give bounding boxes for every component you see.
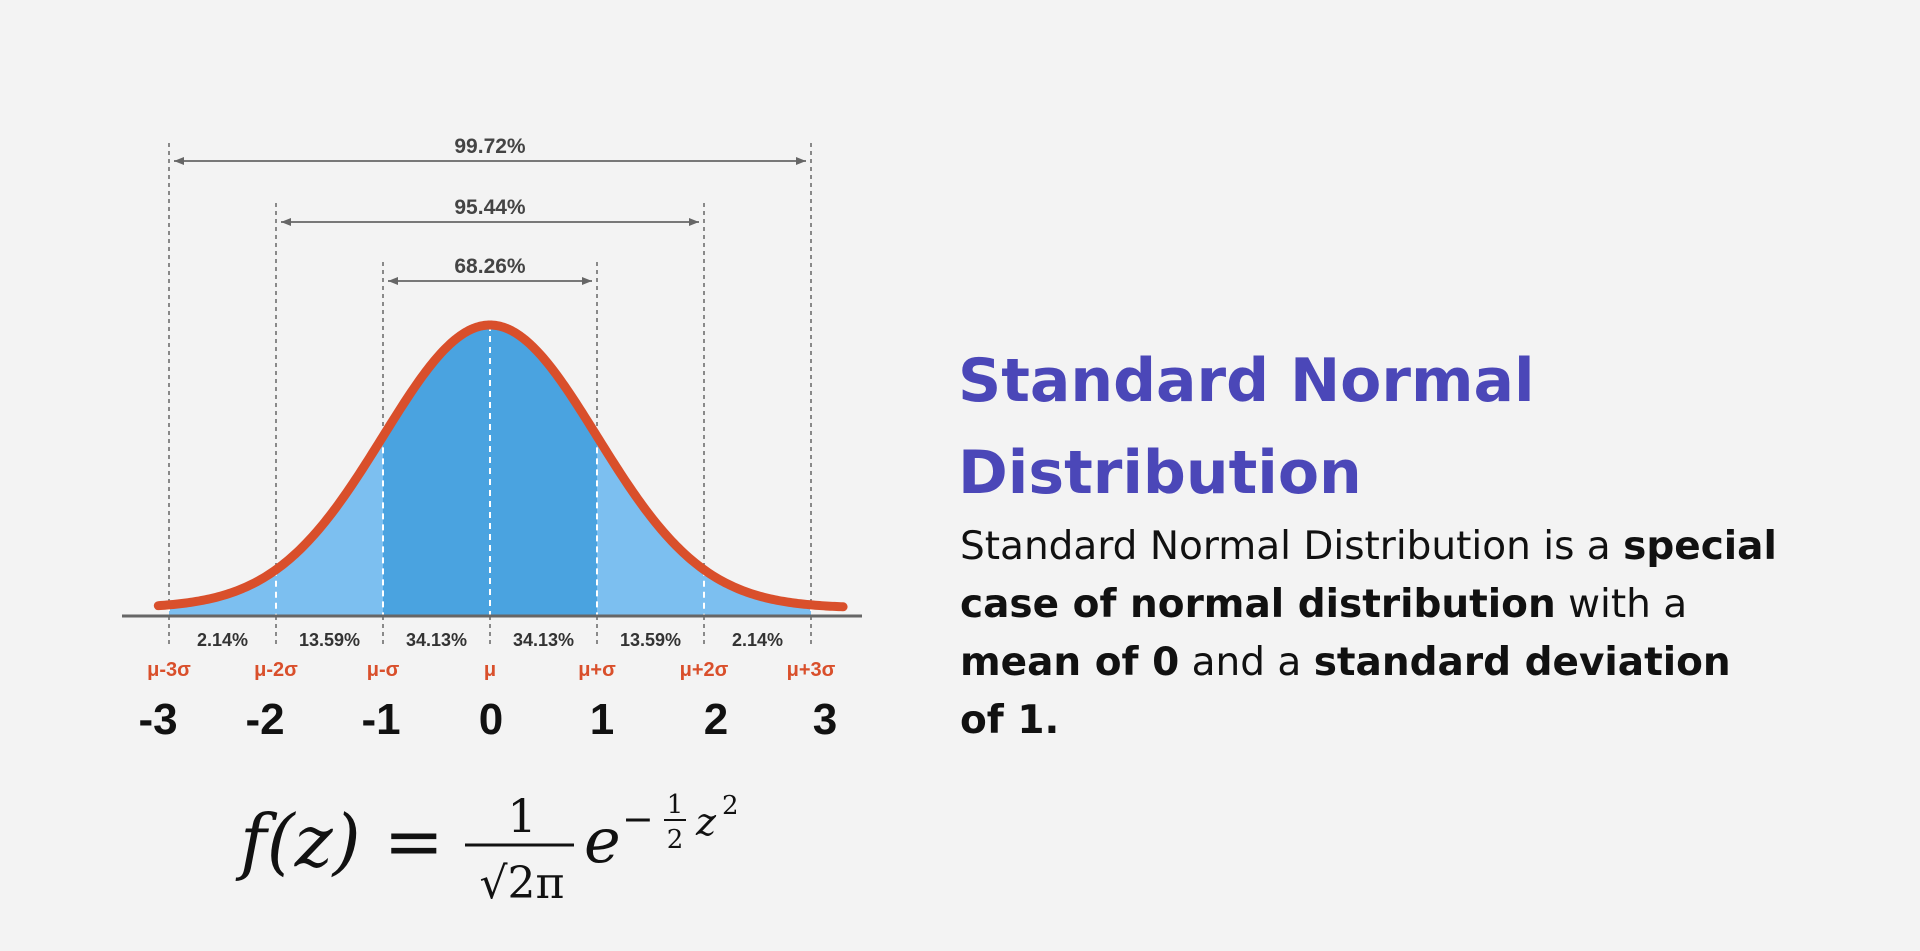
sigma-label-4: μ+σ [578,659,616,681]
formula-exponent-numerator: 1 [667,790,684,820]
z-tick-label-4: 1 [590,695,614,744]
range-arrow-left-1 [281,218,291,226]
formula-exponent-power: 2 [722,791,739,821]
density-formula: f(z) = 1 √2π e − 1 2 z 2 [235,789,739,909]
z-tick-label-5: 2 [704,695,728,744]
desc-part-5: and a [1179,640,1314,685]
axis-labels: 2.14% 13.59% 34.13% 34.13% 13.59% 2.14%μ-3σ μ-… [138,630,837,744]
formula-numerator: 1 [507,789,536,843]
formula-denominator: √2π [480,858,565,909]
desc-part-2: special case of normal distribution [960,524,1777,627]
desc-part-1: Standard Normal Distribution is a [960,524,1624,569]
range-arrow-left-0 [388,277,398,285]
range-label-2: 99.72% [454,135,526,158]
z-tick-label-6: 3 [813,695,837,744]
normal-curve [153,320,848,612]
sigma-guide-lines [168,143,812,645]
z-tick-label-3: 0 [479,695,503,744]
area-segment-3 [490,325,597,616]
title-line-2: Distribution [958,438,1362,508]
sigma-label-5: μ+2σ [680,659,729,681]
formula-exponent-sign: − [622,797,654,841]
range-arrow-left-2 [174,157,184,165]
sigma-label-6: μ+3σ [787,659,836,681]
range-label-0: 68.26% [454,255,526,278]
range-arrow-right-2 [796,157,806,165]
sigma-label-0: μ-3σ [147,659,191,681]
range-arrow-right-1 [689,218,699,226]
segment-percent-label-0: 2.14% [197,630,248,650]
z-tick-label-2: -1 [361,695,400,744]
z-tick-label-0: -3 [138,695,177,744]
formula-exponent-denominator: 2 [667,825,684,855]
title-line-1: Standard Normal [958,346,1535,416]
segment-percent-label-3: 34.13% [513,630,574,650]
curve-layer [122,320,862,618]
sigma-label-2: μ-σ [367,659,400,681]
sigma-label-1: μ-2σ [254,659,298,681]
formula-exponent-variable: z [695,800,717,844]
segment-percent-label-1: 13.59% [299,630,360,650]
segment-percent-label-5: 2.14% [732,630,783,650]
page-title: Standard Normal Distribution [958,335,1858,519]
range-label-1: 95.44% [454,196,526,219]
desc-part-4: mean of 0 [960,640,1180,685]
z-tick-label-1: -2 [245,695,284,744]
range-arrows: 68.26% 95.44% 99.72% [174,135,806,285]
sigma-label-3: μ [484,659,496,681]
segment-percent-label-4: 13.59% [620,630,681,650]
segment-percent-label-2: 34.13% [406,630,467,650]
desc-part-3: with a [1555,582,1688,627]
range-arrow-right-0 [582,277,592,285]
desc-part-6: standard deviation of 1. [960,640,1731,743]
area-segment-2 [383,325,490,616]
formula-base: e [584,804,621,877]
description-paragraph: Standard Normal Distribution is a specia… [960,518,1780,750]
formula-lhs: f(z) = [235,799,444,883]
